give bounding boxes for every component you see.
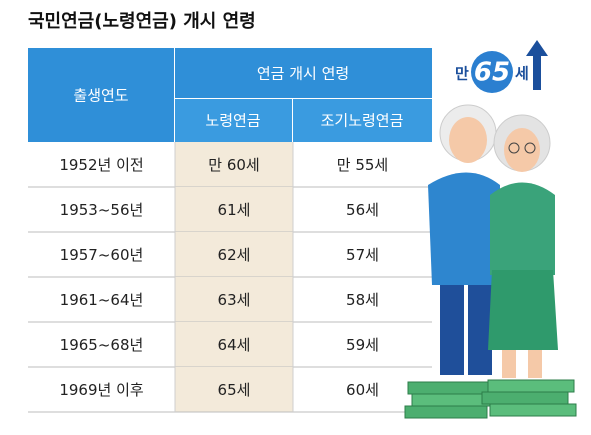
man-face bbox=[449, 117, 487, 163]
man-body bbox=[428, 172, 500, 285]
title: 국민연금(노령연금) 개시 연령 bbox=[28, 11, 256, 32]
money-stack bbox=[481, 391, 569, 405]
badge-suffix: 세 bbox=[515, 65, 529, 83]
man-leg bbox=[468, 285, 492, 375]
highlight-cell bbox=[175, 142, 293, 187]
woman-body bbox=[490, 182, 555, 275]
table-cell: 56세 bbox=[346, 201, 379, 219]
money-stack bbox=[404, 405, 488, 419]
table-cell: 1965~68년 bbox=[60, 336, 144, 354]
table-cell: 57세 bbox=[346, 246, 379, 264]
woman-face bbox=[504, 128, 540, 172]
woman-skirt bbox=[488, 270, 558, 350]
table-cell: 65세 bbox=[218, 381, 251, 399]
badge-number: 65 bbox=[474, 58, 510, 88]
highlight-cell bbox=[175, 322, 293, 367]
woman-leg bbox=[502, 350, 516, 378]
money-stack bbox=[407, 381, 491, 395]
header-cell bbox=[28, 48, 174, 142]
table-cell: 만 55세 bbox=[337, 156, 388, 174]
table-cell: 1953~56년 bbox=[60, 201, 144, 219]
header-cell bbox=[175, 99, 292, 142]
table-cell: 60세 bbox=[346, 381, 379, 399]
table-cell: 1957~60년 bbox=[60, 246, 144, 264]
glasses bbox=[508, 142, 520, 154]
header-cell bbox=[175, 48, 432, 98]
badge-prefix: 만 bbox=[455, 65, 469, 83]
table-cell: 1969년 이후 bbox=[59, 381, 144, 399]
header-column: 조기노령연금 bbox=[321, 112, 404, 130]
money-stack bbox=[489, 403, 577, 417]
highlight-cell bbox=[175, 232, 293, 277]
table-cell: 61세 bbox=[218, 201, 251, 219]
table-cell: 64세 bbox=[218, 336, 251, 354]
table-cell: 62세 bbox=[218, 246, 251, 264]
table-cell: 59세 bbox=[346, 336, 379, 354]
header-column: 노령연금 bbox=[205, 112, 260, 130]
woman-leg bbox=[528, 350, 542, 378]
highlight-cell bbox=[175, 277, 293, 322]
highlight-cell bbox=[175, 187, 293, 232]
badge-circle bbox=[471, 51, 513, 93]
table-cell: 1952년 이전 bbox=[59, 156, 143, 174]
man-leg bbox=[440, 285, 464, 375]
glasses bbox=[524, 142, 536, 154]
illustration: 만 65 세 bbox=[404, 40, 577, 419]
table-cell: 58세 bbox=[346, 291, 379, 309]
money-stack bbox=[487, 379, 575, 393]
table-cell: 1961~64년 bbox=[60, 291, 144, 309]
badge-arrow bbox=[526, 40, 548, 90]
table-cell: 63세 bbox=[218, 291, 251, 309]
header-birth-year: 출생연도 bbox=[73, 87, 128, 105]
table-body: 1952년 이전 만 60세 만 55세 1953~56년 61세 56세 1957~60년… bbox=[28, 142, 432, 413]
header-cell bbox=[293, 99, 432, 142]
header-group: 연금 개시 연령 bbox=[257, 65, 349, 83]
table-cell: 만 60세 bbox=[208, 156, 259, 174]
highlight-cell bbox=[175, 367, 293, 412]
